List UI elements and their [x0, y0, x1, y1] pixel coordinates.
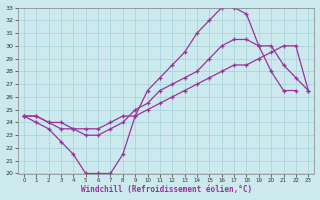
X-axis label: Windchill (Refroidissement éolien,°C): Windchill (Refroidissement éolien,°C) [81, 185, 252, 194]
